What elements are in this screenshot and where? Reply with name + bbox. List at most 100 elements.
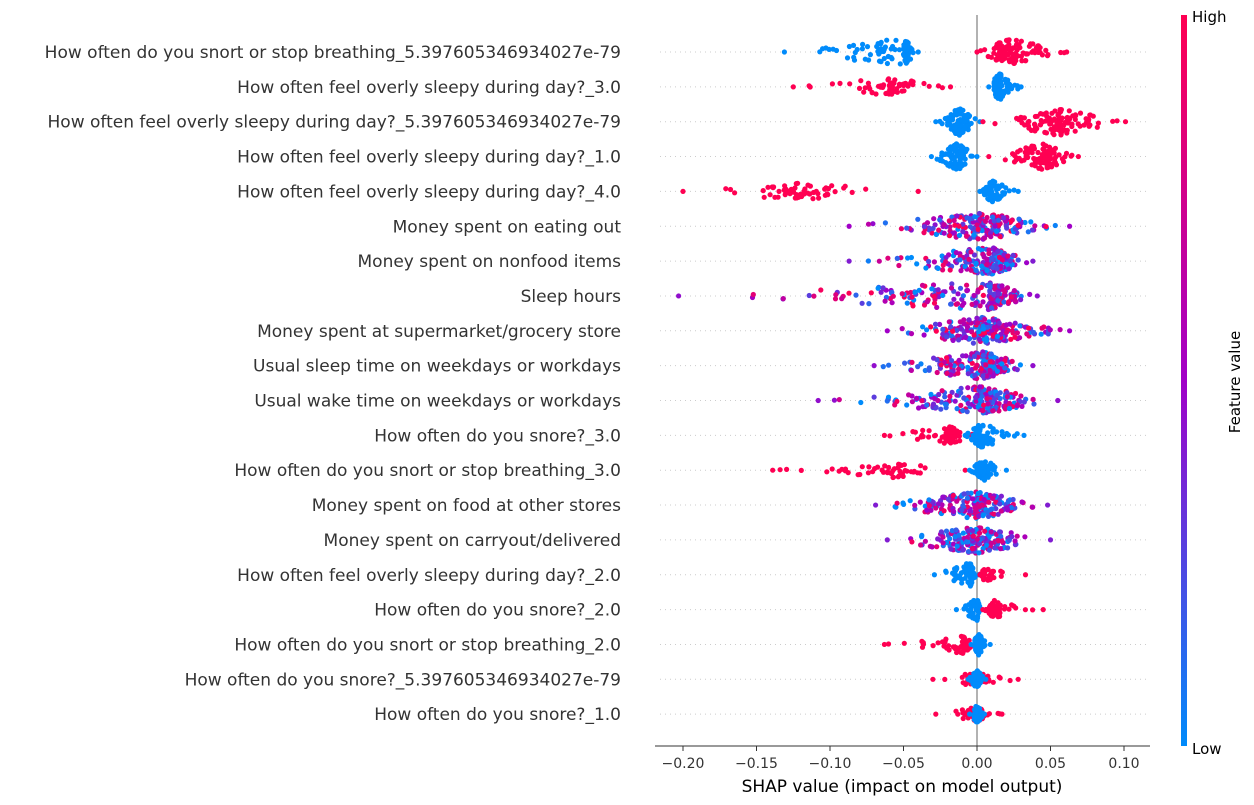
shap-point [960, 640, 966, 647]
shap-point [884, 60, 891, 67]
shap-point [929, 230, 935, 236]
shap-point [936, 391, 942, 398]
shap-point [993, 228, 1000, 234]
shap-point [957, 165, 963, 171]
shap-point [1024, 331, 1030, 337]
shap-point [833, 292, 839, 298]
shap-point [940, 540, 946, 546]
shap-point [937, 217, 943, 223]
shap-point [1043, 130, 1050, 136]
shap-point [953, 568, 959, 574]
shap-point [854, 46, 860, 53]
shap-point [901, 88, 907, 94]
shap-point [982, 218, 989, 224]
shap-point [998, 183, 1004, 189]
shap-point [994, 429, 1000, 435]
shap-point [993, 81, 999, 87]
x-axis-title: SHAP value (impact on model output) [742, 777, 1063, 797]
shap-point [1003, 37, 1010, 44]
shap-point [887, 433, 893, 439]
shap-point [790, 84, 796, 90]
shap-point [949, 281, 955, 287]
shap-point [968, 561, 974, 567]
shap-point [1012, 226, 1019, 232]
shap-point [917, 499, 923, 505]
shap-point [846, 43, 853, 50]
shap-point [886, 362, 892, 368]
shap-point [992, 283, 998, 289]
shap-point [990, 613, 996, 619]
shap-point [961, 317, 967, 323]
shap-point [991, 511, 997, 517]
shap-point [884, 328, 890, 334]
shap-point [968, 436, 975, 442]
shap-point [937, 118, 943, 124]
shap-point [905, 255, 911, 261]
shap-point [974, 598, 981, 604]
shap-point [1008, 530, 1014, 536]
shap-point [945, 643, 952, 649]
shap-point [875, 83, 882, 89]
shap-point [972, 672, 978, 678]
shap-point [951, 217, 957, 224]
shap-point [941, 222, 947, 228]
shap-point [946, 319, 952, 325]
shap-point [874, 43, 880, 50]
shap-point [977, 397, 984, 403]
shap-point [1034, 293, 1040, 299]
shap-point [953, 607, 960, 613]
shap-point [956, 132, 963, 138]
shap-point [954, 498, 960, 504]
shap-point [1004, 329, 1010, 335]
shap-point [959, 507, 965, 513]
shap-point [1011, 187, 1017, 193]
x-tick-label: 0.05 [1035, 756, 1066, 772]
shap-point [947, 224, 953, 230]
shap-point [926, 258, 932, 265]
shap-point [810, 196, 816, 202]
shap-point [964, 567, 970, 573]
shap-point [859, 464, 865, 470]
shap-point [977, 303, 983, 309]
shap-point [921, 230, 927, 236]
shap-point [1001, 299, 1007, 305]
shap-point [973, 681, 980, 687]
shap-point [999, 538, 1005, 544]
shap-point [968, 249, 974, 255]
shap-point [972, 214, 978, 220]
shap-point [998, 508, 1004, 514]
shap-point [1025, 229, 1031, 235]
shap-point [971, 252, 978, 258]
shap-point [977, 541, 983, 547]
shap-point [964, 215, 970, 221]
shap-point [899, 291, 905, 297]
shap-point [950, 492, 956, 498]
shap-point [864, 44, 871, 50]
shap-point [1023, 153, 1029, 159]
shap-point [904, 59, 910, 65]
shap-point [894, 89, 901, 95]
shap-point [1001, 252, 1007, 258]
shap-point [1030, 396, 1036, 402]
shap-point [1031, 401, 1037, 407]
shap-point [988, 54, 995, 60]
shap-point [1057, 327, 1063, 333]
shap-point [986, 547, 993, 553]
shap-point [972, 372, 978, 378]
shap-point [968, 582, 974, 588]
shap-point [982, 528, 988, 534]
feature-label: How often do you snore?_3.0 [374, 426, 621, 446]
shap-point [971, 575, 977, 581]
shap-point [938, 529, 945, 535]
feature-guide-lines [660, 51, 1150, 715]
shap-point [969, 545, 975, 552]
shap-point [938, 362, 944, 368]
shap-point [932, 321, 939, 327]
shap-point [930, 676, 936, 682]
shap-point [933, 231, 939, 237]
shap-point [973, 640, 979, 646]
shap-point [983, 362, 989, 368]
shap-point [1035, 149, 1041, 156]
shap-point [983, 676, 989, 682]
shap-point [931, 216, 937, 222]
